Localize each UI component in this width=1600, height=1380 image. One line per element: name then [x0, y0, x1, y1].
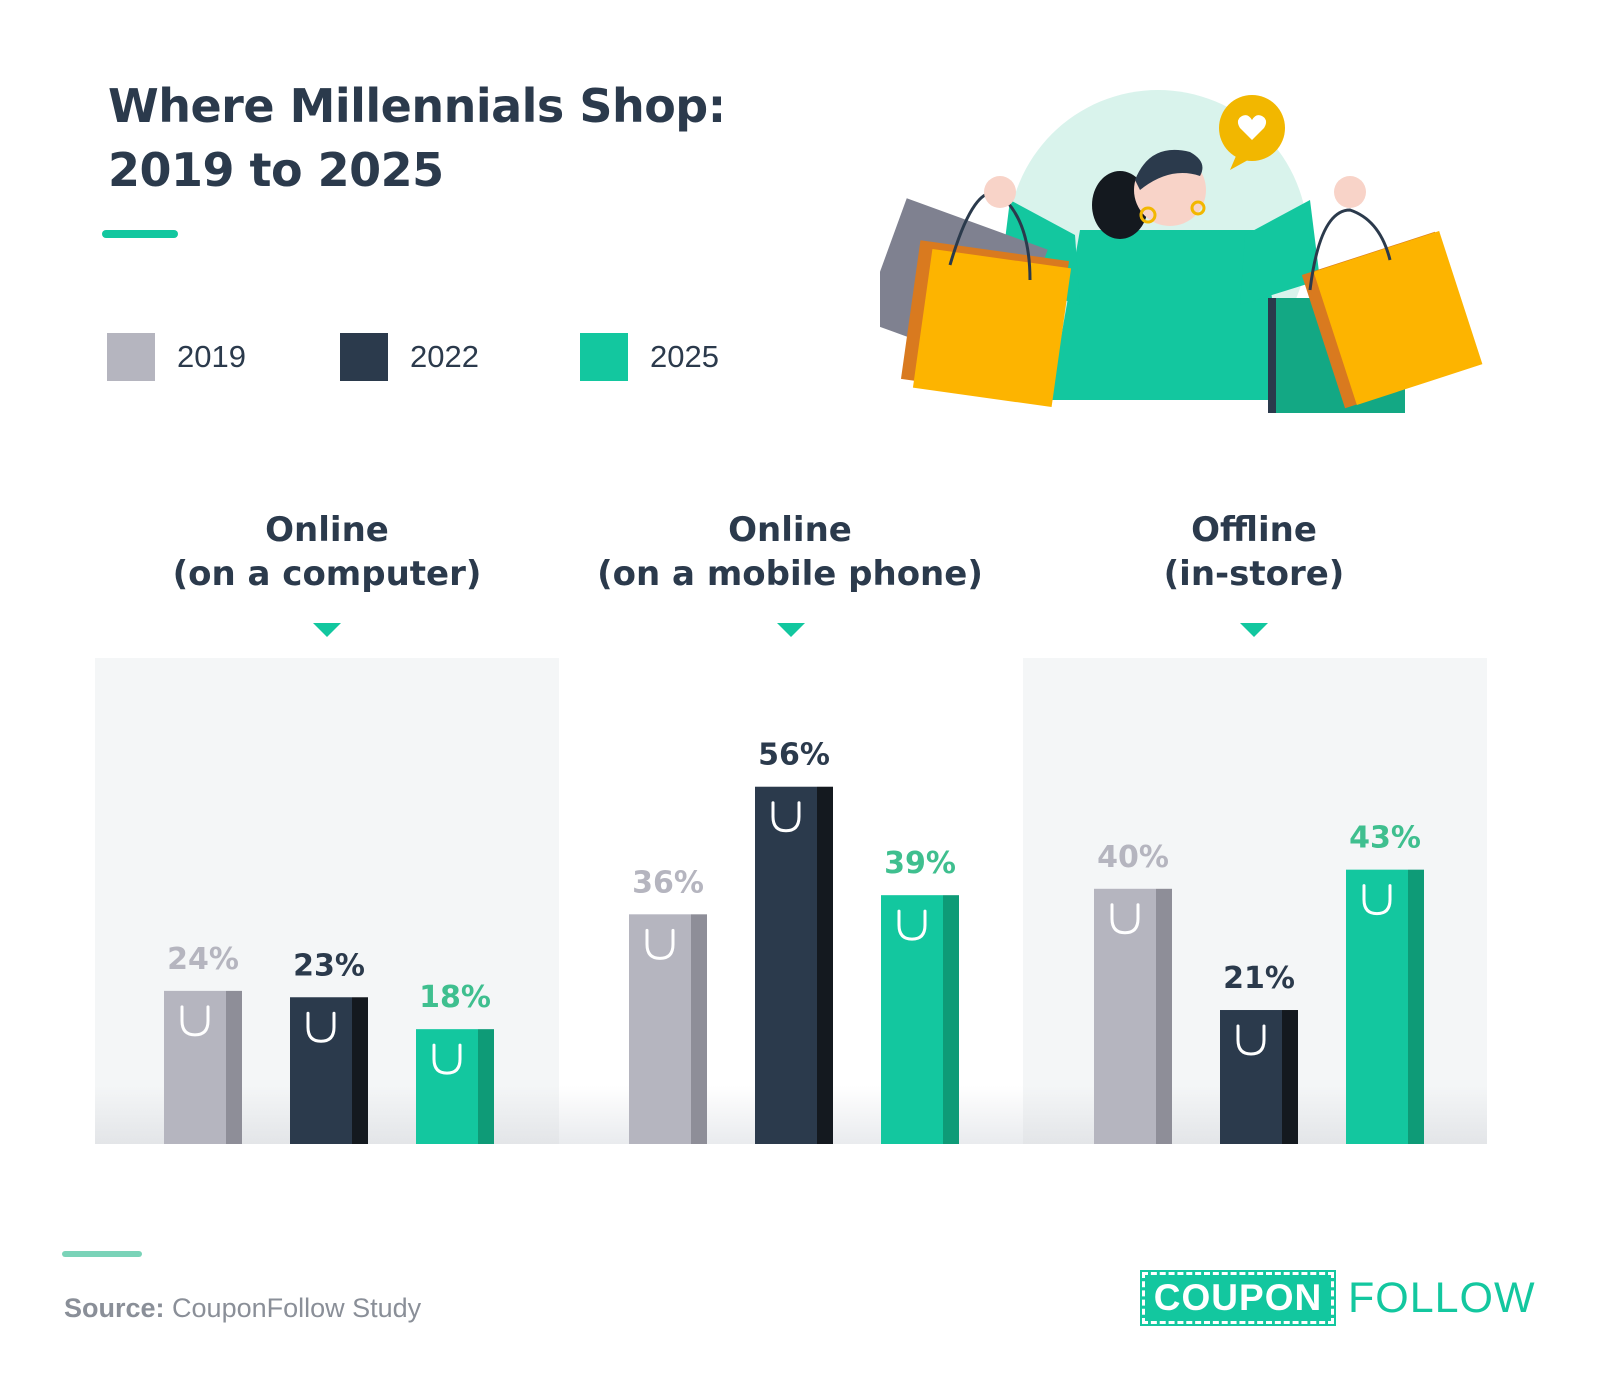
source-text: CouponFollow Study	[164, 1293, 422, 1323]
category-arrow-offline	[1240, 623, 1268, 637]
bar-2019-1-side	[691, 914, 707, 1144]
shopping-bag-yellow	[912, 248, 1072, 408]
data-label-2022-0: 23%	[293, 948, 365, 983]
data-label-2019-2: 40%	[1097, 840, 1169, 875]
data-label-2022-1: 56%	[758, 738, 830, 773]
shopper-right-arm	[1240, 200, 1320, 305]
title-line-1: Where Millennials Shop:	[108, 79, 726, 133]
shopping-bag-yellow	[1313, 231, 1483, 405]
bag-handle-icon	[1236, 1024, 1266, 1056]
earring-icon	[1190, 200, 1206, 216]
legend-swatch-2022	[340, 333, 388, 381]
bag-handle-icon	[645, 928, 675, 960]
data-label-2022-2: 21%	[1223, 961, 1295, 996]
shopper-body	[1050, 230, 1290, 400]
source-note: Source: CouponFollow Study	[64, 1290, 421, 1326]
bag-handle-icon	[1110, 903, 1140, 935]
legend-label-2025: 2025	[650, 339, 719, 374]
legend-label-2019: 2019	[177, 339, 246, 374]
bar-2022-1	[755, 786, 817, 1144]
data-label-2019-1: 36%	[632, 865, 704, 900]
bar-2025-1-side	[943, 895, 959, 1144]
bag-handle-icon	[306, 1011, 336, 1043]
bar-2019-2	[1094, 888, 1156, 1144]
category-label-mobile-line-1: Online	[728, 510, 852, 550]
category-arrow-mobile	[777, 623, 805, 637]
source-underline	[62, 1251, 142, 1257]
bar-2022-0	[290, 997, 352, 1144]
bag-edge	[1268, 298, 1276, 413]
shopper-hair	[1135, 149, 1203, 190]
category-label-offline-line-1: Offline	[1191, 510, 1317, 550]
data-label-2019-0: 24%	[167, 942, 239, 977]
bag-handle	[1308, 208, 1392, 291]
logo-coupon-text: COUPON	[1153, 1277, 1323, 1318]
legend-label-2022: 2022	[410, 339, 479, 374]
category-label-offline: Offline (in-store)	[1024, 508, 1484, 596]
bar-2022-2	[1220, 1010, 1282, 1144]
shopper-left-hand	[984, 176, 1016, 208]
bar-2025-0-side	[478, 1029, 494, 1144]
category-label-offline-line-2: (in-store)	[1163, 554, 1345, 594]
bag-handle-icon	[771, 801, 801, 833]
bar-2019-2-side	[1156, 888, 1172, 1144]
shopper-illustration	[880, 90, 1483, 413]
category-label-computer-line-1: Online	[265, 510, 389, 550]
bar-2025-2-side	[1408, 869, 1424, 1144]
legend-swatch-2019	[107, 333, 155, 381]
data-label-2025-0: 18%	[419, 980, 491, 1015]
bar-2025-2	[1346, 869, 1408, 1144]
title-line-2: 2019 to 2025	[108, 143, 444, 197]
bar-2019-1	[629, 914, 691, 1144]
source-prefix: Source:	[64, 1293, 165, 1323]
category-arrow-computer	[313, 623, 341, 637]
legend-swatch-2025	[580, 333, 628, 381]
bar-2025-0	[416, 1029, 478, 1144]
bar-2025-1	[881, 895, 943, 1144]
bag-handle-icon	[1362, 884, 1392, 916]
category-label-computer: Online (on a computer)	[97, 508, 557, 596]
bar-2022-1-side	[817, 786, 833, 1144]
page-title: Where Millennials Shop: 2019 to 2025	[108, 74, 726, 202]
bag-handle-icon	[432, 1043, 462, 1075]
heart-icon	[1237, 115, 1267, 140]
bag-handle-icon	[180, 1005, 210, 1037]
data-label-2025-1: 39%	[884, 846, 956, 881]
bar-2022-0-side	[352, 997, 368, 1144]
logo-coupon-box	[1140, 1270, 1336, 1326]
shopper-hair-back	[1092, 171, 1148, 239]
category-label-computer-line-2: (on a computer)	[172, 554, 482, 594]
bar-2022-2-side	[1282, 1010, 1298, 1144]
earring-icon	[1139, 206, 1157, 224]
shopper-right-hand	[1334, 176, 1366, 208]
logo-follow-text: FOLLOW	[1348, 1274, 1536, 1322]
bar-2019-0	[164, 990, 226, 1144]
category-label-mobile-line-2: (on a mobile phone)	[597, 554, 983, 594]
category-label-mobile: Online (on a mobile phone)	[560, 508, 1020, 596]
bag-handle-icon	[897, 909, 927, 941]
data-label-2025-2: 43%	[1349, 821, 1421, 856]
bar-2019-0-side	[226, 990, 242, 1144]
title-underline	[102, 230, 178, 238]
speech-bubble-tail	[1230, 156, 1248, 170]
